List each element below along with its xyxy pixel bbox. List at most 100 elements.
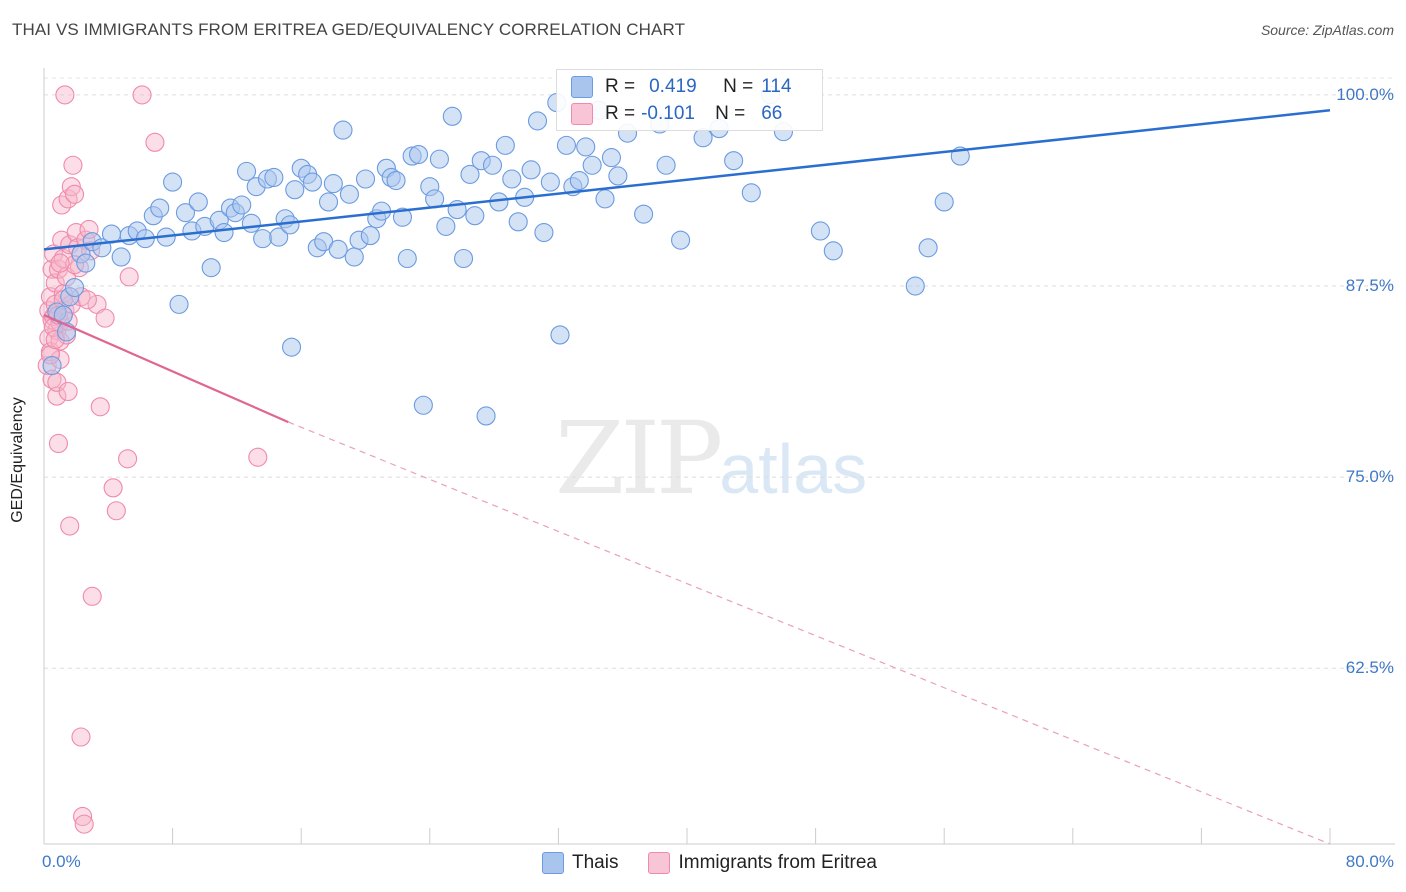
eritrea-point <box>90 397 110 417</box>
legend-r-value-eritrea: -0.101 <box>641 103 695 124</box>
eritrea-trend-extension <box>288 421 1331 845</box>
thai-point <box>355 169 376 189</box>
thai-point <box>442 106 462 126</box>
eritrea-point <box>47 386 67 406</box>
thai-point <box>550 325 570 345</box>
thai-point <box>429 149 449 169</box>
legend-label-thais: Thais <box>572 852 619 873</box>
eritrea-point <box>58 381 78 402</box>
thai-point <box>188 192 208 212</box>
thai-point <box>339 184 359 204</box>
thai-point <box>236 161 257 181</box>
thai-point <box>264 167 284 188</box>
legend-n-value-thais: 114 <box>761 76 792 97</box>
legend-r-label: R = <box>605 103 636 124</box>
watermark-atlas: atlas <box>719 430 868 508</box>
thai-point <box>521 160 541 180</box>
eritrea-point <box>82 586 102 606</box>
thai-point <box>934 192 954 212</box>
eritrea-point <box>63 155 83 175</box>
thai-point <box>482 155 503 175</box>
legend-n-label: N = <box>715 103 746 124</box>
thai-point <box>508 212 528 232</box>
thai-point <box>214 222 234 243</box>
eritrea-point <box>48 433 69 454</box>
thai-point <box>918 238 938 258</box>
thai-point <box>582 155 602 175</box>
eritrea-point <box>73 806 93 827</box>
trend-lines <box>43 108 1331 845</box>
thai-point <box>386 170 406 191</box>
eritrea-points <box>37 85 268 834</box>
thai-point <box>671 230 691 250</box>
eritrea-point <box>118 449 138 469</box>
thai-point <box>454 248 474 269</box>
thai-point <box>741 183 761 203</box>
thai-point <box>569 170 589 191</box>
thai-point <box>408 145 429 165</box>
legend-r-label: R = <box>605 76 636 97</box>
thai-point <box>810 221 830 241</box>
thai-point <box>269 227 289 247</box>
y-tick-label: 62.5% <box>1345 658 1394 678</box>
thai-point <box>905 276 925 296</box>
legend-row-thais: R = 0.419 N = 114 <box>571 74 792 100</box>
eritrea-point <box>61 177 81 197</box>
thai-point <box>656 155 676 175</box>
series-legend: Thais Immigrants from Eritrea <box>542 852 877 874</box>
y-axis-label: GED/Equivalency <box>9 397 26 523</box>
eritrea-point <box>60 516 80 536</box>
legend-n-value-eritrea: 66 <box>761 103 783 124</box>
thai-point <box>328 239 348 259</box>
x-tick-max: 80.0% <box>1345 852 1394 871</box>
thai-point <box>460 164 480 184</box>
thai-point <box>64 277 85 298</box>
watermark: ZIPatlas <box>555 400 867 517</box>
y-tick-label: 75.0% <box>1345 467 1394 487</box>
eritrea-point <box>119 267 139 287</box>
thai-point <box>163 172 183 192</box>
legend-swatch-eritrea <box>648 852 671 874</box>
source-credit: Source: ZipAtlas.com <box>1260 22 1394 38</box>
thai-point <box>608 166 628 186</box>
thai-point <box>527 111 548 131</box>
thai-point <box>576 137 596 157</box>
thai-point <box>595 189 615 209</box>
thai-point <box>724 151 744 171</box>
eritrea-point <box>132 85 152 105</box>
thai-point <box>241 213 261 233</box>
thai-point <box>392 207 413 227</box>
eritrea-trend-line <box>43 314 289 424</box>
thai-point <box>42 355 62 376</box>
eritrea-point <box>145 132 165 152</box>
thai-point <box>540 172 560 192</box>
thai-point <box>333 120 353 140</box>
eritrea-point <box>71 727 91 747</box>
thai-point <box>556 135 576 155</box>
thai-point <box>253 229 273 249</box>
thai-point <box>302 172 323 192</box>
thai-trend-line <box>43 108 1331 251</box>
thai-point <box>495 135 515 155</box>
thai-point <box>318 192 339 212</box>
thai-point <box>280 215 300 235</box>
thai-point <box>634 204 654 224</box>
legend-label-eritrea: Immigrants from Eritrea <box>678 852 877 873</box>
thai-point <box>360 226 380 246</box>
eritrea-point <box>248 447 268 467</box>
legend-swatch-eritrea <box>571 103 593 125</box>
legend-swatch-thais <box>571 76 593 98</box>
chart-title: THAI VS IMMIGRANTS FROM ERITREA GED/EQUI… <box>12 20 686 39</box>
thai-point <box>534 222 554 243</box>
eritrea-point <box>103 478 123 498</box>
thai-point <box>413 395 433 415</box>
thai-point <box>111 247 131 267</box>
eritrea-point <box>55 85 75 105</box>
thai-point <box>436 216 456 236</box>
thai-point <box>201 258 221 278</box>
legend-r-value-thais: 0.419 <box>649 76 697 97</box>
y-tick-label: 100.0% <box>1336 84 1394 104</box>
thai-point <box>823 241 843 261</box>
thai-point <box>323 174 343 194</box>
